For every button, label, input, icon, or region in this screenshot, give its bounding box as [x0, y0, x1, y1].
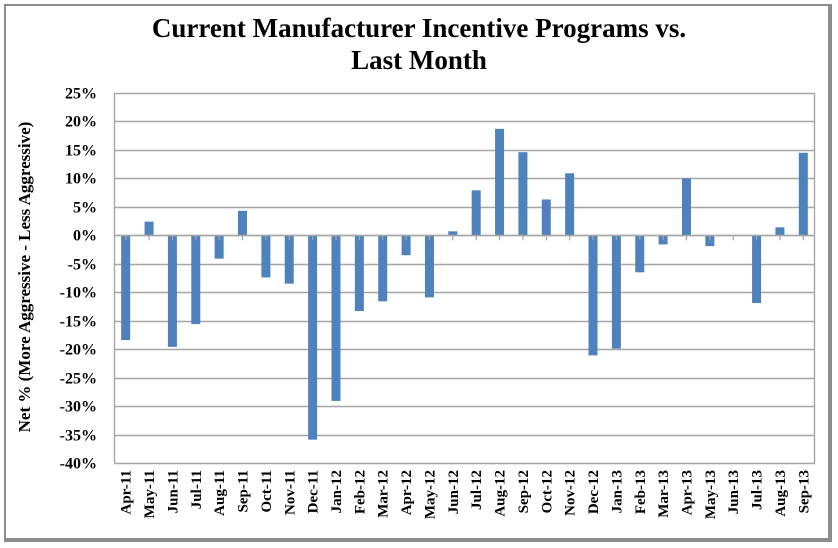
- gridlines: [113, 92, 816, 465]
- x-tick-label: Jul-13: [750, 470, 766, 510]
- bar-jul-13: [752, 235, 762, 304]
- bar-jun-12: [448, 231, 458, 236]
- bar-may-11: [144, 221, 154, 236]
- x-tick-label: Oct-11: [259, 470, 275, 513]
- x-tick-label: Jun-12: [446, 470, 462, 514]
- bar-aug-13: [775, 227, 785, 236]
- y-tick-label: 0%: [73, 228, 97, 245]
- y-tick-label: -40%: [60, 456, 97, 473]
- x-tick-label: Sep-13: [796, 470, 812, 513]
- x-tick-label: Aug-13: [773, 470, 789, 517]
- x-tick-label: Aug-11: [212, 470, 228, 516]
- bar-sep-12: [518, 152, 528, 236]
- bar-dec-11: [308, 235, 318, 440]
- x-tick-label: Jan-12: [329, 470, 345, 513]
- bar-dec-12: [588, 235, 598, 356]
- chart-title-line1: Current Manufacturer Incentive Programs …: [151, 13, 687, 43]
- x-tick-label: Jul-12: [469, 470, 485, 510]
- y-tick-label: -30%: [60, 399, 97, 416]
- x-tick-label: Apr-13: [679, 470, 695, 515]
- x-tick-label: Dec-12: [586, 470, 602, 514]
- x-tick-label: Apr-11: [119, 470, 135, 514]
- y-tick-label: -35%: [60, 428, 97, 445]
- bar-oct-11: [261, 235, 271, 278]
- x-tick-label: May-12: [422, 470, 438, 519]
- x-tick-label: May-13: [703, 470, 719, 519]
- y-tick-label: 25%: [65, 86, 97, 103]
- x-tick-label: Jan-13: [609, 470, 625, 513]
- x-tick-label: Nov-12: [563, 470, 579, 516]
- bar-apr-13: [681, 178, 691, 236]
- x-tick-label: Mar-13: [656, 470, 672, 518]
- chart-title: Current Manufacturer Incentive Programs …: [0, 12, 838, 76]
- bar-feb-13: [635, 235, 645, 273]
- x-axis-ticks: [114, 234, 815, 241]
- bar-jan-13: [611, 235, 621, 349]
- x-tick-label: Dec-11: [306, 470, 322, 513]
- y-tick-label: 5%: [73, 200, 97, 217]
- x-tick-label: Sep-11: [236, 470, 252, 513]
- x-tick-label: Sep-12: [516, 470, 532, 513]
- y-tick-label: -20%: [60, 342, 97, 359]
- x-tick-label: Feb-13: [633, 470, 649, 514]
- x-tick-label: Apr-12: [399, 470, 415, 515]
- bars: [121, 128, 808, 440]
- bar-nov-11: [284, 235, 294, 284]
- bar-aug-12: [495, 128, 505, 236]
- bar-jul-11: [191, 235, 201, 325]
- chart-title-line2: Last Month: [351, 45, 487, 75]
- bar-jun-11: [167, 235, 177, 347]
- bar-oct-12: [541, 199, 551, 236]
- y-tick-label: 10%: [65, 171, 97, 188]
- x-tick-label: Feb-12: [352, 470, 368, 514]
- x-tick-label: Jun-13: [726, 470, 742, 514]
- y-tick-label: -15%: [60, 314, 97, 331]
- y-tick-label: 15%: [65, 143, 97, 160]
- y-tick-label: -25%: [60, 371, 97, 388]
- y-axis-ticks: 25% 20% 15% 10% 5% 0% -5% -10% -15% -20% -25% -30% -…: [60, 86, 97, 473]
- y-tick-label: -10%: [60, 285, 97, 302]
- bar-sep-13: [798, 152, 808, 236]
- bar-may-12: [424, 235, 434, 298]
- bar-jul-12: [471, 190, 481, 236]
- bar-jan-12: [331, 235, 341, 401]
- x-tick-label: Mar-12: [376, 470, 392, 518]
- x-tick-label: May-11: [142, 470, 158, 518]
- bar-may-13: [705, 235, 715, 247]
- bar-sep-11: [238, 210, 248, 236]
- bar-aug-11: [214, 235, 224, 259]
- x-tick-label: Jul-11: [189, 470, 205, 509]
- y-tick-label: 20%: [65, 114, 97, 131]
- bar-apr-12: [401, 235, 411, 256]
- x-tick-label: Jun-11: [165, 470, 181, 513]
- x-tick-label: Oct-12: [539, 470, 555, 513]
- bar-apr-11: [121, 235, 131, 341]
- x-axis-labels: Apr-11 May-11 Jun-11 Jul-11 Aug-11 Sep-11 Oct-…: [119, 470, 813, 519]
- bar-nov-12: [565, 173, 575, 236]
- y-tick-label: -5%: [68, 257, 97, 274]
- x-tick-label: Aug-12: [493, 470, 509, 517]
- x-tick-label: Nov-11: [282, 470, 298, 515]
- bar-feb-12: [354, 235, 364, 312]
- bar-mar-12: [378, 235, 388, 302]
